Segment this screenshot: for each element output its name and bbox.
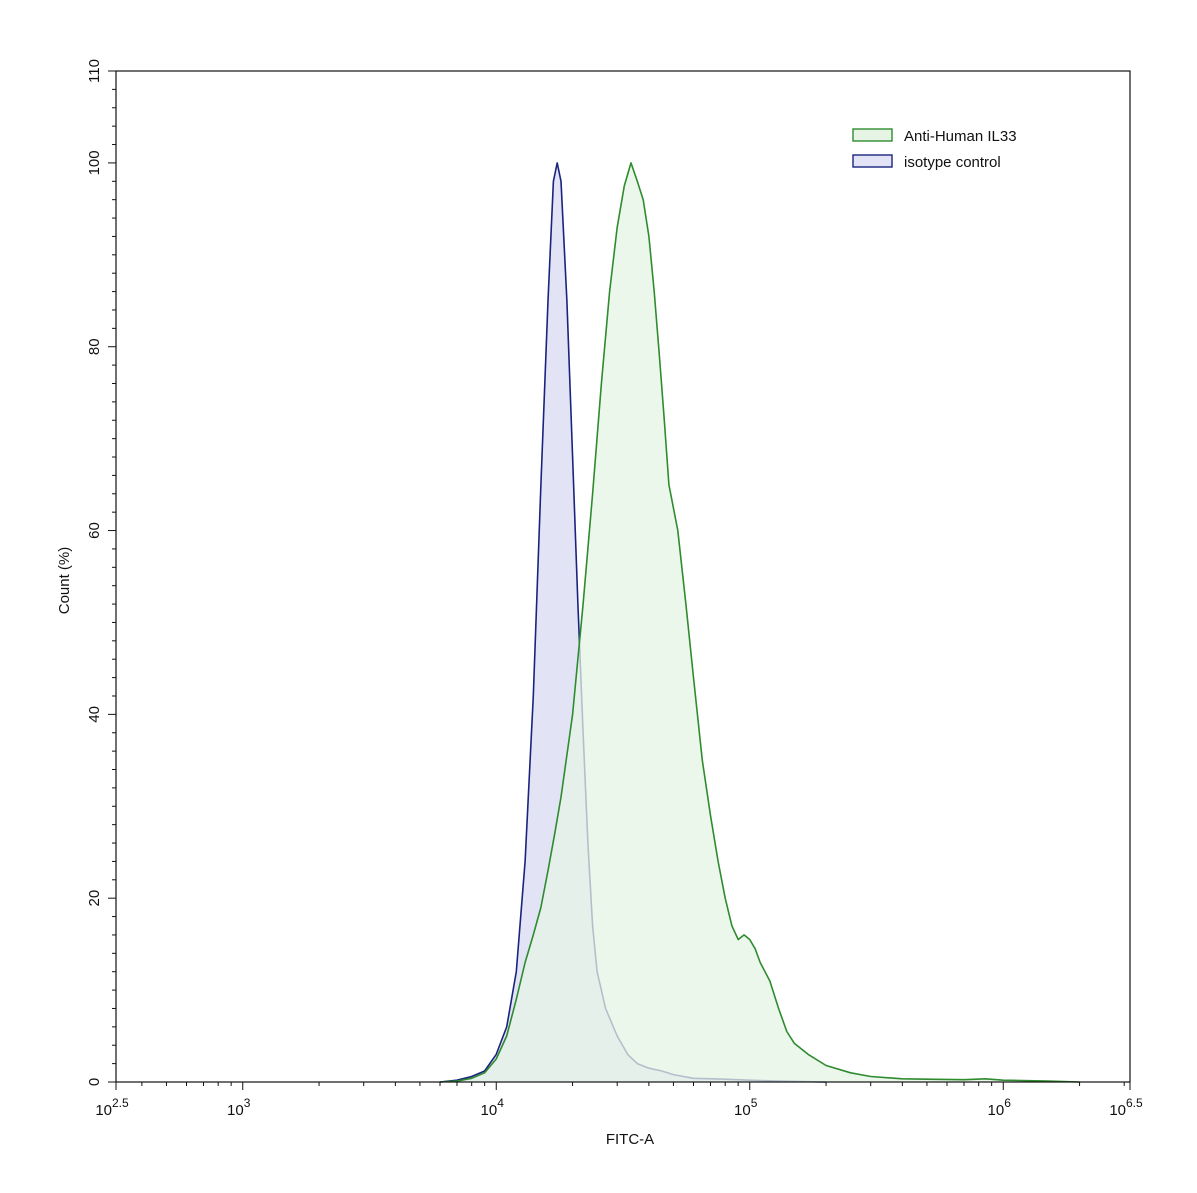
x-tick-label: 104 — [481, 1096, 505, 1119]
x-tick-label: 103 — [227, 1096, 251, 1119]
x-tick-label: 105 — [734, 1096, 758, 1119]
plot-frame — [115, 70, 1131, 1083]
legend-item: Anti-Human IL33 — [852, 128, 1017, 145]
series-line — [439, 162, 1080, 1083]
x-tick-label: 106.5 — [1109, 1096, 1143, 1119]
x-tick-label: 106 — [988, 1096, 1012, 1119]
y-tick-label: 60 — [86, 522, 103, 539]
series-layer — [439, 162, 1080, 1083]
y-tick-label: 80 — [86, 338, 103, 355]
y-tick-label: 0 — [86, 1078, 103, 1086]
series-area — [440, 162, 1080, 1082]
legend-label: Anti-Human IL33 — [904, 128, 1017, 145]
legend: Anti-Human IL33 isotype control — [852, 128, 1017, 171]
y-axis-title: Count (%) — [56, 547, 73, 615]
series-anti-human-il33 — [439, 162, 1080, 1083]
y-tick-label: 110 — [86, 59, 103, 83]
series-area — [440, 162, 827, 1082]
y-tick-label: 20 — [86, 890, 103, 907]
y-tick-label: 40 — [86, 706, 103, 723]
x-tick-label: 102.5 — [95, 1096, 129, 1119]
y-axis: 0 20 40 60 80 100 110 — [86, 59, 116, 1086]
legend-label: isotype control — [904, 154, 1001, 171]
legend-swatch — [852, 128, 893, 142]
legend-item: isotype control — [852, 154, 1001, 171]
y-tick-label: 100 — [86, 150, 103, 175]
legend-swatch — [852, 154, 893, 168]
x-axis-title: FITC-A — [606, 1131, 654, 1148]
x-axis: 102.5 103 104 105 106 106.5 — [95, 1082, 1143, 1119]
